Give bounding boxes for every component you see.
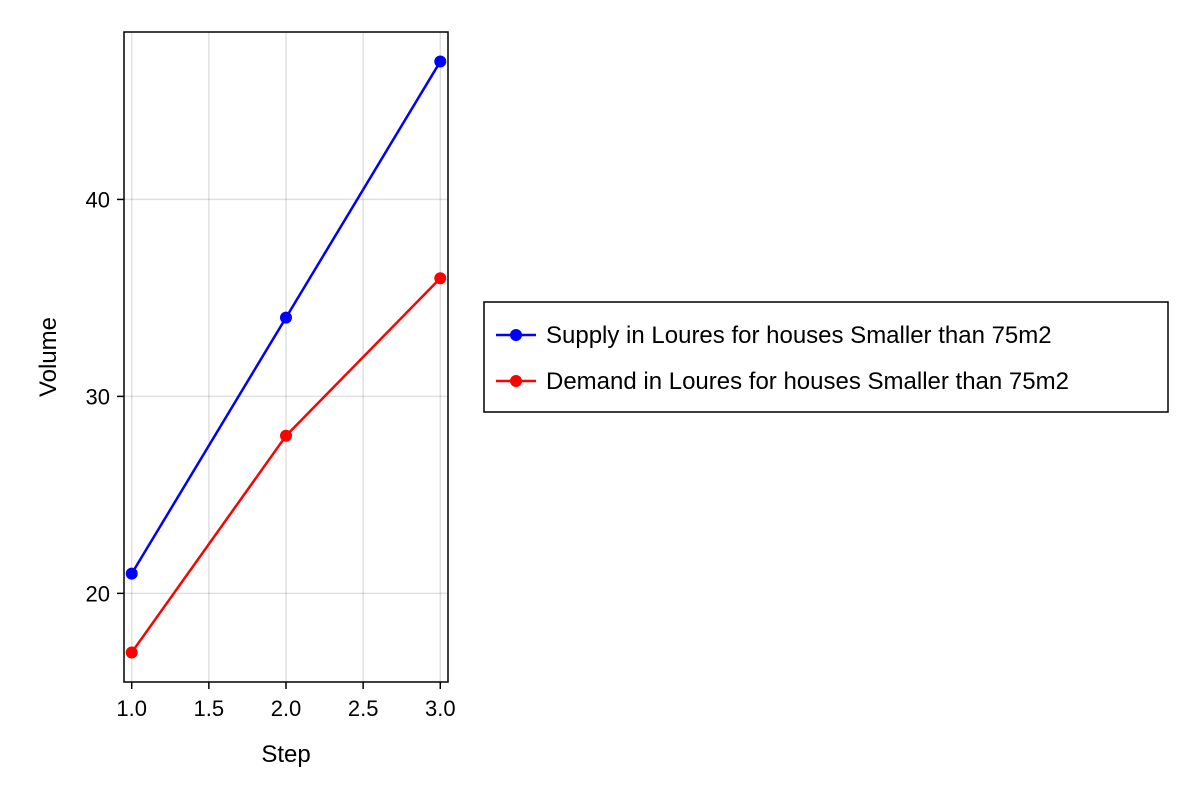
- x-tick-label: 2.0: [271, 696, 302, 721]
- data-point: [125, 567, 138, 580]
- legend-label: Demand in Loures for houses Smaller than…: [546, 368, 1069, 395]
- y-tick-label: 30: [86, 384, 110, 409]
- x-tick-label: 2.5: [348, 696, 379, 721]
- x-tick-label: 1.5: [194, 696, 225, 721]
- y-tick-label: 40: [86, 187, 110, 212]
- x-axis-label: Step: [261, 741, 310, 768]
- legend-entry: Supply in Loures for houses Smaller than…: [496, 322, 1052, 349]
- legend-entry: Demand in Loures for houses Smaller than…: [496, 368, 1069, 395]
- data-point: [434, 272, 447, 285]
- data-point: [280, 311, 292, 324]
- series-layer: [125, 55, 447, 659]
- y-tick-label: 20: [86, 581, 110, 606]
- legend-box: [483, 301, 1169, 413]
- y-axis-label: Volume: [35, 317, 62, 397]
- x-tick-label: 1.0: [116, 696, 147, 721]
- legend-marker: [510, 329, 522, 341]
- legend-marker: [510, 375, 522, 387]
- data-point: [434, 55, 447, 68]
- data-point: [280, 429, 292, 442]
- legend: Supply in Loures for houses Smaller than…: [483, 301, 1169, 413]
- data-point: [125, 646, 138, 659]
- legend-label: Supply in Loures for houses Smaller than…: [546, 322, 1052, 349]
- ticks: 1.0 1.5 2.0 2.5 3.0 20 30 40: [86, 187, 456, 721]
- x-tick-label: 3.0: [425, 696, 456, 721]
